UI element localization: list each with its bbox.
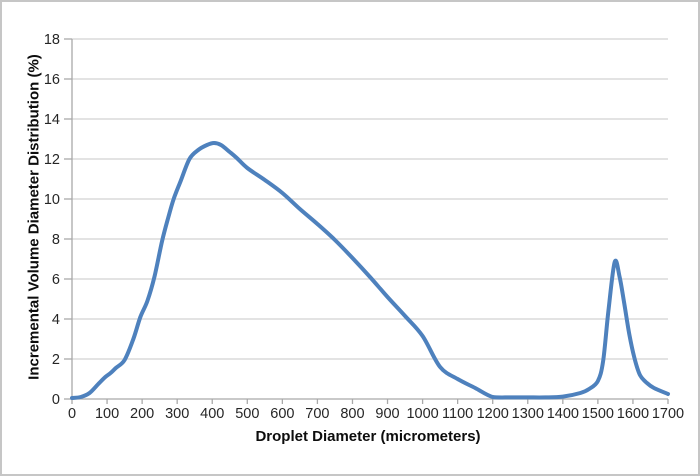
svg-text:1100: 1100 — [442, 406, 473, 422]
svg-text:18: 18 — [44, 32, 60, 48]
svg-text:2: 2 — [52, 352, 60, 368]
svg-text:400: 400 — [200, 406, 224, 422]
svg-text:300: 300 — [165, 406, 189, 422]
svg-text:500: 500 — [235, 406, 259, 422]
svg-text:1500: 1500 — [582, 406, 614, 422]
svg-text:8: 8 — [52, 232, 60, 248]
svg-text:14: 14 — [44, 112, 60, 128]
distribution-line — [70, 141, 670, 400]
svg-text:1400: 1400 — [547, 406, 579, 422]
svg-text:600: 600 — [270, 406, 294, 422]
svg-text:12: 12 — [44, 152, 60, 168]
svg-text:100: 100 — [95, 406, 119, 422]
x-tick-labels: 0 100 200 300 400 500 600 700 800 900 1000 1100 1200… — [68, 406, 684, 422]
svg-text:0: 0 — [68, 406, 76, 422]
axes — [71, 39, 668, 400]
tick-marks — [64, 38, 669, 404]
svg-text:1200: 1200 — [477, 406, 509, 422]
svg-text:200: 200 — [130, 406, 154, 422]
svg-text:4: 4 — [52, 312, 60, 328]
y-tick-labels: 0 2 4 6 8 10 12 14 16 18 — [44, 32, 60, 408]
svg-text:6: 6 — [52, 272, 60, 288]
svg-text:1300: 1300 — [512, 406, 544, 422]
svg-text:1000: 1000 — [406, 406, 438, 422]
svg-text:1600: 1600 — [617, 406, 649, 422]
svg-text:800: 800 — [340, 406, 364, 422]
svg-text:10: 10 — [44, 192, 60, 208]
gridlines — [72, 38, 668, 360]
svg-text:0: 0 — [52, 392, 60, 408]
svg-text:16: 16 — [44, 72, 60, 88]
svg-text:900: 900 — [375, 406, 399, 422]
x-axis-title: Droplet Diameter (micrometers) — [255, 428, 481, 445]
svg-text:700: 700 — [305, 406, 329, 422]
svg-text:1700: 1700 — [652, 406, 684, 422]
y-axis-title: Incremental Volume Diameter Distribution… — [25, 54, 43, 380]
